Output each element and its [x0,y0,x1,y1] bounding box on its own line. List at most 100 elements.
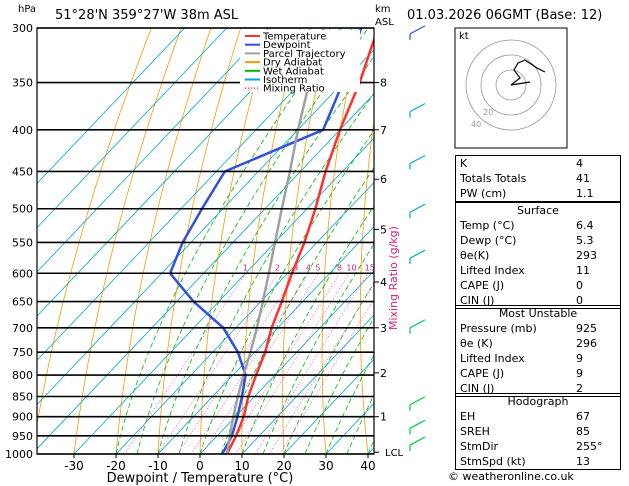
surface-row: CIN (J) 0 [456,293,620,308]
wind-barb [409,154,426,165]
wet-adiabat-line [304,317,374,454]
most-unstable-row: CIN (J) 2 [456,381,620,396]
legend-label: Dewpoint [263,40,311,51]
pressure-tick-label: 600 [12,267,33,280]
x-tick-label: -20 [106,459,126,473]
height-tick-label: 6 [380,173,387,186]
most-unstable-value: 2 [576,382,583,395]
wet-adiabat-line [325,354,374,454]
legend-label: Mixing Ratio [263,84,325,95]
height-tick-label: 3 [380,322,387,335]
surface-value: 11 [576,264,590,277]
surface-label: θe(K) [460,249,490,262]
wet-adiabat-line [346,394,374,454]
dry-adiabat-line [433,28,452,454]
pressure-tick-label: 750 [12,346,33,359]
height-tick-label: LCL [385,448,404,459]
most-unstable-value: 9 [576,352,583,365]
x-tick-label: -30 [64,459,84,473]
legend-box [240,30,360,92]
wind-barb [409,396,426,406]
hodograph-stat-row: EH 67 [456,409,620,424]
mixing-ratio-line [124,273,247,454]
surface-row: θe(K) 293 [456,248,620,263]
pressure-tick-label: 700 [12,322,33,335]
wind-barb [409,203,426,213]
pressure-tick-label: 1000 [5,448,33,461]
x-axis-label: Dewpoint / Temperature (°C) [107,471,294,486]
most-unstable-label: θe (K) [460,337,493,350]
pressure-tick-label: 400 [12,124,33,137]
dry-adiabat-line [115,28,212,454]
most-unstable-value: 925 [576,322,597,335]
mixing-ratio-line [279,298,374,454]
surface-row: Temp (°C) 6.4 [456,218,620,233]
isotherm-line [241,314,374,454]
legend-label: Isotherm [263,75,307,86]
hodograph-ring [465,39,557,131]
isotherm-line [37,28,311,317]
isotherm-line [115,181,374,454]
hodograph-stat-row: StmSpd (kt) 13 [456,454,620,469]
pressure-tick-label: 450 [12,165,33,178]
x-tick-label: 40 [360,459,375,473]
km-label: km [375,4,391,15]
legend-label: Parcel Trajectory [263,49,346,60]
x-tick-label: 10 [234,459,249,473]
pressure-tick-label: 500 [12,203,33,216]
dry-adiabat-line [157,28,242,454]
most-unstable-value: 9 [576,367,583,380]
storm-motion-vector [510,81,531,86]
hodograph-trace [510,59,546,86]
surface-title: Surface [517,204,559,217]
wind-barb [409,436,426,446]
hodograph-ring [495,69,527,101]
hodograph-stat-row: SREH 85 [456,424,620,439]
hodograph-stat-label: StmSpd (kt) [460,455,526,468]
most-unstable-label: Lifted Index [460,352,525,365]
pressure-tick-label: 900 [12,411,33,424]
hodograph-table-title: Hodograph [507,395,569,408]
pressure-tick-label: 350 [12,77,33,90]
hodograph-stat-label: SREH [460,425,490,438]
surface-label: Lifted Index [460,264,525,277]
mixing-ratio-value: 3 [293,263,298,272]
dry-adiabat-line [37,28,152,427]
mixing-ratio-line [177,273,297,454]
hodograph-table: Hodograph EH 67 SREH 85 StmDir 255° StmSpd (kt… [455,393,621,470]
x-tick-label: 0 [196,459,204,473]
mixing-ratio-value: 1 [243,263,248,272]
pressure-tick-label: 550 [12,236,33,249]
plot-frame [36,27,375,455]
most-unstable-row: CAPE (J) 9 [456,366,620,381]
mixing-ratio-value: 4 [306,263,311,272]
surface-value: 0 [576,294,583,307]
isotherm-line [37,28,227,229]
copyright: © weatheronline.co.uk [448,470,574,483]
dry-adiabat-line [359,118,374,454]
wind-barbs [409,25,426,452]
isotherm-line [157,226,374,454]
height-tick-label: 7 [380,124,387,137]
isotherm-line [37,28,269,273]
hodograph-ring [480,54,542,116]
index-totals: Totals Totals 41 [460,172,590,185]
legend-label: Temperature [262,32,326,43]
mixing-ratio-line [254,273,369,454]
pressure-tick-label: 800 [12,369,33,382]
isotherm-line [199,270,374,454]
surface-row: Lifted Index 11 [456,263,620,278]
most-unstable-label: Pressure (mb) [460,322,537,335]
axes: 3003504004505005506006507007508008509009… [5,22,404,473]
location-title: 51°28'N 359°27'W 38m ASL [55,8,239,23]
pressure-tick-label: 950 [12,430,33,443]
hodograph-ring-label: 20 [483,108,493,117]
isotherm-line [37,93,374,450]
mixing-ratio-value: 15 [365,263,375,272]
asl-label: ASL [375,17,394,28]
index-pw: PW (cm) 1.1 [460,187,594,200]
